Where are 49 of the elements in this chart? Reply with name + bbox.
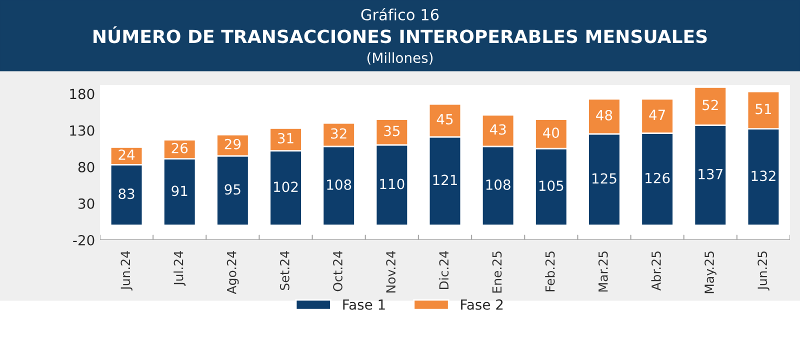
data-label: 83 [118,188,134,200]
x-tick-label: Abr.25 [651,252,661,291]
data-label: 108 [486,179,510,190]
data-label: 137 [698,168,722,180]
y-tick-label: -20 [73,234,94,246]
legend-label: Fase 1 [343,299,385,310]
data-label: 31 [278,132,294,144]
y-tick-label: 130 [70,125,94,136]
data-label: 29 [224,138,241,150]
x-tick-label: Set.24 [280,251,290,290]
data-label: 95 [224,184,240,195]
legend-label: Fase 2 [461,299,503,310]
x-tick-label: Nov.24 [386,251,396,292]
data-label: 35 [384,126,400,136]
data-label: 24 [118,149,135,160]
x-tick-label: Oct.24 [333,251,342,292]
y-tick-label: 80 [78,162,94,172]
x-tick-label: Jun.24 [120,251,132,290]
data-label: 45 [436,114,453,124]
data-label: 108 [327,179,352,190]
data-label: 110 [380,178,404,190]
y-tick-label: 180 [70,88,94,100]
text: Gráfico 16 [361,8,439,20]
x-tick-label: Dic.24 [438,251,449,290]
x-tick-label: Ene.25 [492,252,502,293]
data-label: 125 [592,173,616,184]
data-label: 105 [539,180,564,192]
x-tick-label: Mar.25 [598,252,608,292]
x-tick-label: Jun.25 [758,252,770,290]
data-label: 52 [702,100,718,110]
data-label: 132 [752,170,776,182]
data-label: 43 [490,124,506,135]
data-label: 51 [756,104,772,114]
data-label: 48 [596,110,612,120]
data-label: 91 [172,186,188,196]
chart-subtitle: (Millones) [367,52,433,65]
x-tick-label: Ago.24 [226,251,239,294]
x-tick-label: Feb.25 [545,252,555,292]
x-tick-label: Jul.24 [174,251,186,286]
y-tick-label: 30 [78,198,94,209]
data-label: 32 [331,128,346,139]
data-label: 40 [542,128,560,138]
chart-title: NÚMERO DE TRANSACCIONES INTEROPERABLES MENSUALES [94,26,707,44]
data-label: 121 [433,174,457,185]
data-label: 126 [646,172,670,184]
x-tick-label: May.25 [704,252,716,294]
data-label: 26 [172,142,188,154]
data-label: 47 [649,110,665,120]
data-label: 102 [274,182,298,192]
